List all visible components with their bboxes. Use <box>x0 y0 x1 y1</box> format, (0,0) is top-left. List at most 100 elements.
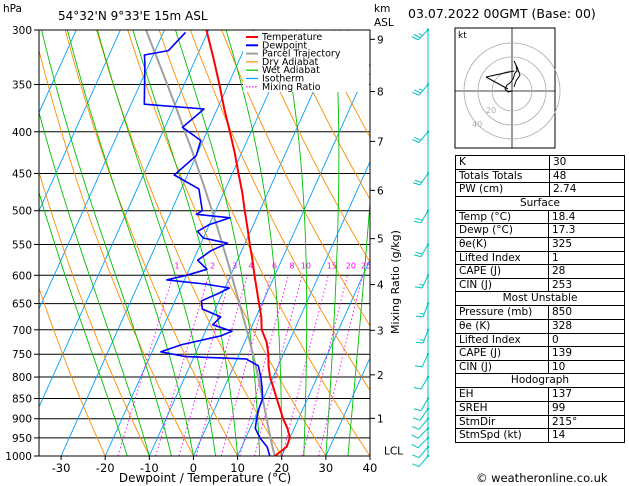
wind-barb-half-flag <box>419 284 424 286</box>
altitude-tick-label: 4 <box>377 280 384 292</box>
wind-barb-flag <box>412 417 421 421</box>
wind-barb-staff <box>418 84 429 96</box>
wind-barb <box>412 83 430 96</box>
asl-unit-label: ASL <box>374 17 394 29</box>
wind-barb-flag <box>414 89 422 94</box>
wind-barb-staff <box>420 376 429 390</box>
legend-entry: Mixing Ratio <box>262 82 321 93</box>
temperature-tick-label: 30 <box>319 461 334 475</box>
wind-barb-flag <box>414 136 422 141</box>
surface-label: Dewp (°C) <box>456 224 549 237</box>
surface-label: CIN (J) <box>456 278 549 292</box>
most_unstable-row: CIN (J) 10 <box>456 360 624 374</box>
surface-label: θe(K) <box>456 237 549 251</box>
hodograph-title: Hodograph <box>456 374 624 389</box>
surface-label: CAPE (J) <box>456 265 549 278</box>
wet-adiabat-line <box>66 30 194 456</box>
wind-barb <box>415 302 430 318</box>
mixing-ratio-line <box>302 275 348 456</box>
hodograph_table-label: SREH <box>456 401 549 415</box>
index-label: PW (cm) <box>455 182 550 197</box>
temperature-tick-label: -30 <box>52 461 71 475</box>
wind-barb-flag <box>411 443 419 449</box>
legend-entry: Temperature <box>261 32 322 43</box>
wind-barb-staff <box>420 244 429 257</box>
dry-adiabat-line <box>39 170 150 456</box>
wet-adiabat-line <box>39 110 150 456</box>
surface-value: 325 <box>552 237 573 250</box>
hodograph-ring-label: 40 <box>472 120 482 129</box>
surface-row: CAPE (J) 28 <box>456 265 624 279</box>
wind-barb-staff <box>421 353 429 368</box>
pressure-tick-label: 300 <box>12 25 32 37</box>
wind-barb-staff <box>422 329 429 344</box>
hodograph_table-label: StmDir <box>456 415 549 429</box>
dry-adiabat-line <box>39 48 194 456</box>
surface-section: Surface Temp (°C) 18.4 Dewp (°C) 17.3 θe(K) 3… <box>455 196 625 293</box>
surface-value: 18.4 <box>552 210 576 223</box>
most_unstable-value: 139 <box>552 347 573 360</box>
mixing-ratio-label: 6 <box>272 261 277 270</box>
wet-adiabat-line <box>280 30 308 456</box>
wind-barb-flag <box>413 386 422 390</box>
most_unstable-value: 328 <box>552 319 573 332</box>
hodograph-trace <box>504 60 521 93</box>
legend-entry: Dry Adiabat <box>262 57 319 68</box>
hodograph_table-value: 14 <box>552 429 566 442</box>
isotherm-line <box>39 30 77 114</box>
wet-adiabat-line <box>96 30 216 456</box>
mixing-ratio-label: 8 <box>289 261 294 270</box>
wind-barb-flag <box>415 341 424 344</box>
isotherm-line <box>281 258 370 456</box>
wind-barb <box>411 436 430 449</box>
location-title: 54°32'N 9°33'E 15m ASL <box>58 9 208 23</box>
wind-barb-flag <box>414 286 423 289</box>
mixing-ratio-line <box>318 275 363 456</box>
indices-panel: K 30 Totals Totals 48 PW (cm) 2.74 Surface Te… <box>455 155 625 443</box>
most_unstable-value: 0 <box>552 333 559 346</box>
isotherm-line <box>104 30 298 456</box>
mixing-ratio-label: 20 <box>346 261 356 270</box>
isotherm-line <box>60 30 254 456</box>
wind-barb-staff <box>419 173 429 186</box>
plot-frame <box>38 29 371 457</box>
temperature-tick-label: 20 <box>274 461 289 475</box>
wind-barb-flag <box>415 251 423 255</box>
most_unstable-label: CIN (J) <box>456 360 549 374</box>
altitude-tick-label: 5 <box>377 234 384 246</box>
pressure-tick-label: 900 <box>12 414 32 426</box>
wind-profile <box>411 28 430 468</box>
index-row: PW (cm) 2.74 <box>455 182 625 197</box>
mixing-ratio-label: 1 <box>174 261 179 270</box>
pressure-tick-label: 800 <box>12 372 32 384</box>
mixing-ratio-label: 2 <box>210 261 215 270</box>
most_unstable-row: θe (K) 328 <box>456 319 624 334</box>
wind-barb-staff <box>418 131 429 143</box>
pressure-tick-label: 950 <box>12 433 32 445</box>
pressure-tick-label: 450 <box>12 168 32 180</box>
most-unstable-section: Most Unstable Pressure (mb) 850 θe (K) 328 L… <box>455 292 625 375</box>
wind-barb-staff <box>417 428 429 439</box>
pressure-tick-label: 650 <box>12 299 32 311</box>
wind-barb-flag <box>414 179 422 183</box>
wind-barb <box>414 353 430 368</box>
mixing-ratio-axis-title: Mixing Ratio (g/kg) <box>389 230 402 334</box>
altitude-tick-label: 2 <box>377 370 384 382</box>
wind-barb <box>412 417 430 430</box>
hodograph-ring-label: 20 <box>486 106 496 115</box>
wind-barb <box>412 407 430 421</box>
pressure-tick-label: 700 <box>12 325 32 337</box>
wind-barb <box>414 274 430 289</box>
hodograph-unit-label: kt <box>458 31 467 41</box>
altitude-tick-label: 1 <box>377 413 384 425</box>
wet-adiabat-line <box>41 30 172 456</box>
most_unstable-row: Lifted Index 0 <box>456 333 624 348</box>
mixing-ratio-label: 3 <box>232 261 237 270</box>
wind-barb-flag <box>412 454 420 459</box>
wet-adiabat-line <box>225 30 283 456</box>
temperature-tick-label: 10 <box>230 461 245 475</box>
wind-barb-half-flag <box>418 88 424 92</box>
dry-adiabat-line <box>39 286 106 456</box>
dry-adiabat-line <box>189 30 370 392</box>
mixing-ratio-label: 25 <box>361 261 371 270</box>
